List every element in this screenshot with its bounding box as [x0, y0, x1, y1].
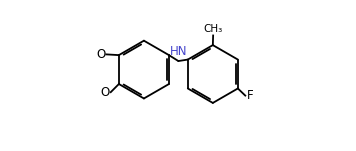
Text: O: O [96, 48, 105, 61]
Text: F: F [246, 89, 253, 102]
Text: O: O [101, 86, 110, 99]
Text: HN: HN [171, 45, 188, 58]
Text: CH₃: CH₃ [204, 24, 223, 34]
